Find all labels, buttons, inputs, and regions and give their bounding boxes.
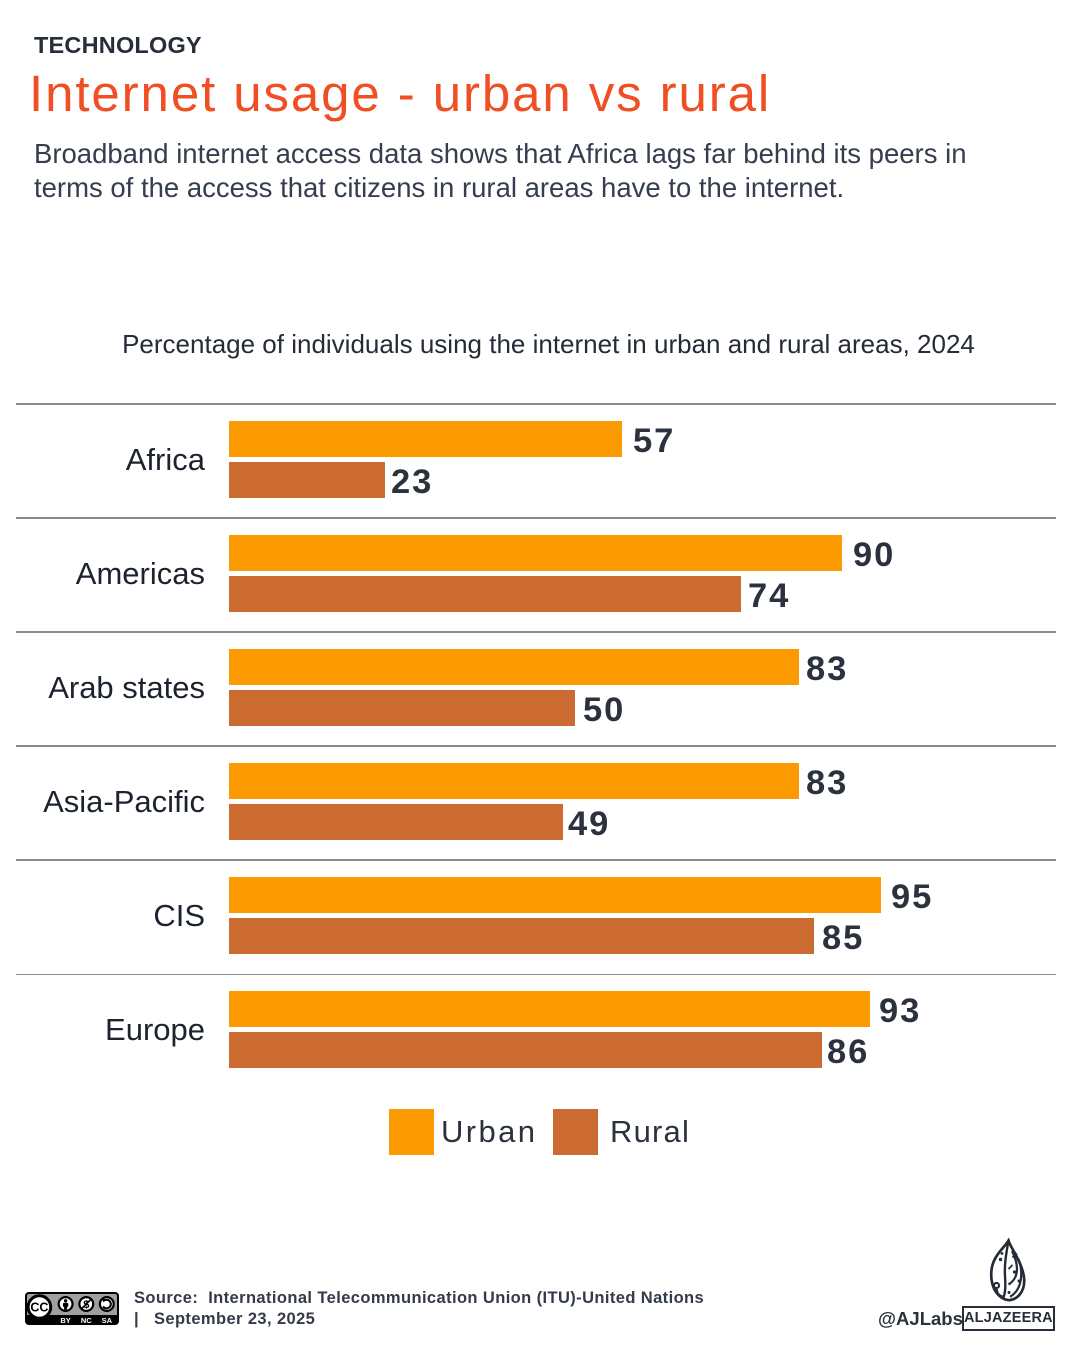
svg-text:NC: NC xyxy=(81,1316,92,1325)
svg-text:SA: SA xyxy=(102,1316,113,1325)
svg-text:CC: CC xyxy=(30,1300,48,1314)
svg-text:BY: BY xyxy=(60,1316,70,1325)
